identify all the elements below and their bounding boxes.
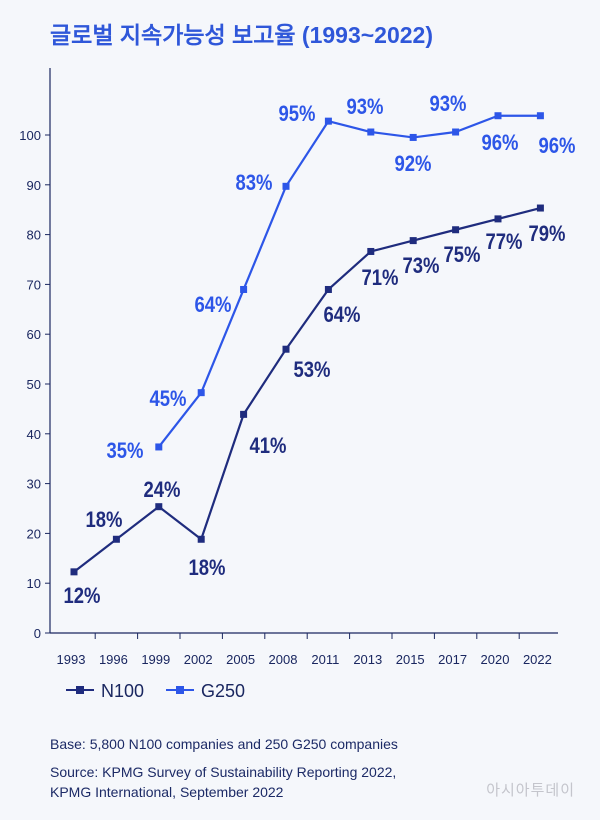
x-tick-label-2013: 2013 <box>353 652 382 667</box>
n100-line <box>73 206 541 573</box>
footnote-base: Base: 5,800 N100 companies and 250 G250 … <box>50 736 398 752</box>
g250-point-2002 <box>197 389 205 397</box>
y-tick-label-90: 90 <box>27 178 41 193</box>
legend-item-g250: G250 <box>166 681 245 701</box>
x-tick-label-1996: 1996 <box>99 652 128 667</box>
n100-data-label-1996: 18% <box>86 507 123 532</box>
axes: 0 10 20 30 40 50 60 70 80 90 100 1993 1996 1999 2002 20… <box>19 68 558 667</box>
n100-data-label-2011: 64% <box>324 302 361 327</box>
legend-label-g250: G250 <box>201 681 245 701</box>
y-tick-label-100: 100 <box>19 128 41 143</box>
y-tick-label-0: 0 <box>34 626 41 641</box>
x-tick-label-2017: 2017 <box>438 652 467 667</box>
n100-point-2002 <box>197 535 205 543</box>
g250-data-label-2013: 93% <box>347 94 384 119</box>
footnotes: Base: 5,800 N100 companies and 250 G250 … <box>50 736 398 800</box>
y-tick-label-30: 30 <box>27 477 41 492</box>
y-tick-label-40: 40 <box>27 427 41 442</box>
footnote-source-line1: Source: KPMG Survey of Sustainability Re… <box>50 764 396 780</box>
g250-line <box>157 114 541 448</box>
footnote-source-line2: KPMG International, September 2022 <box>50 784 284 800</box>
x-tick-label-2015: 2015 <box>396 652 425 667</box>
x-tick-label-2022: 2022 <box>523 652 552 667</box>
g250-point-1999 <box>155 443 163 451</box>
y-tick-label-80: 80 <box>27 228 41 243</box>
legend-marker-n100 <box>76 686 84 694</box>
y-tick-label-10: 10 <box>27 576 41 591</box>
n100-point-2022 <box>536 204 544 212</box>
chart-title: 글로벌 지속가능성 보고율 (1993~2022) <box>50 22 433 48</box>
y-tick-label-60: 60 <box>27 327 41 342</box>
n100-data-label-2013: 71% <box>362 265 399 290</box>
n100-data-label-2005: 41% <box>250 433 287 458</box>
y-tick-label-20: 20 <box>27 526 41 541</box>
legend-item-n100: N100 <box>66 681 144 701</box>
x-tick-label-2005: 2005 <box>226 652 255 667</box>
n100-data-label-2017: 75% <box>444 242 481 267</box>
x-tick-label-1993: 1993 <box>57 652 86 667</box>
legend-marker-g250 <box>176 686 184 694</box>
legend-label-n100: N100 <box>101 681 144 701</box>
y-tick-label-70: 70 <box>27 277 41 292</box>
g250-data-label-2005: 64% <box>195 292 232 317</box>
n100-data-label-2015: 73% <box>403 253 440 278</box>
legend: N100 G250 <box>66 681 245 701</box>
g250-point-2005 <box>240 285 248 293</box>
n100-point-2017 <box>452 226 460 234</box>
watermark-logo: 아시아투데이 <box>486 781 575 799</box>
n100-data-label-2002: 18% <box>189 555 226 580</box>
g250-point-2017 <box>452 128 460 136</box>
g250-point-2013 <box>367 128 375 136</box>
x-tick-label-1999: 1999 <box>141 652 170 667</box>
n100-point-2005 <box>240 410 248 418</box>
g250-point-2022 <box>536 112 544 120</box>
n100-point-2020 <box>494 215 502 223</box>
n100-point-2013 <box>367 247 375 255</box>
g250-data-label-2020: 96% <box>482 130 519 155</box>
n100-data-label-2008: 53% <box>294 357 331 382</box>
n100-point-1993 <box>70 568 78 576</box>
g250-point-2011 <box>324 117 332 125</box>
n100-data-label-1999: 24% <box>144 477 181 502</box>
g250-data-label-2011: 95% <box>279 101 316 126</box>
g250-data-label-2022: 96% <box>539 133 576 158</box>
n100-data-label-2022: 79% <box>529 221 566 246</box>
n100-point-2015 <box>409 237 417 245</box>
n100-point-2011 <box>324 285 332 293</box>
n100-point-1999 <box>155 503 163 511</box>
n100-data-label-1993: 12% <box>64 583 101 608</box>
g250-point-2020 <box>494 112 502 120</box>
g250-data-label-2015: 92% <box>395 151 432 176</box>
g250-data-label-1999: 35% <box>107 438 144 463</box>
x-tick-label-2008: 2008 <box>269 652 298 667</box>
n100-point-1996 <box>112 535 120 543</box>
g250-data-label-2017: 93% <box>430 91 467 116</box>
x-tick-label-2002: 2002 <box>184 652 213 667</box>
x-tick-label-2011: 2011 <box>311 652 339 667</box>
n100-data-label-2020: 77% <box>486 229 523 254</box>
g250-data-label-2002: 45% <box>150 386 187 411</box>
y-tick-label-50: 50 <box>27 377 41 392</box>
x-tick-label-2020: 2020 <box>481 652 510 667</box>
n100-point-2008 <box>282 345 290 353</box>
plot-area: 12%18%24%18%41%53%64%71% 73% 75%77% 79%35%4… <box>64 91 576 608</box>
g250-point-2015 <box>409 133 417 141</box>
g250-data-label-2008: 83% <box>236 170 273 195</box>
g250-point-2008 <box>282 182 290 190</box>
